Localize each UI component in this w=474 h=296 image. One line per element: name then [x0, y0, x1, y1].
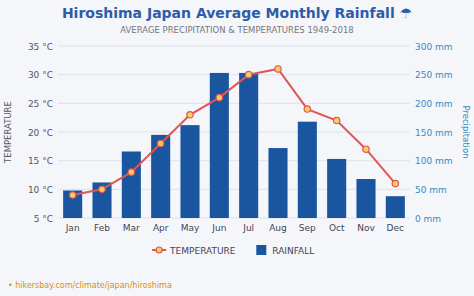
y2-tick-label: 250 mm	[415, 70, 453, 80]
x-tick-label: Apr	[153, 223, 169, 233]
legend-swatch	[156, 247, 162, 253]
marker	[69, 192, 75, 198]
x-tick-label: Nov	[357, 223, 375, 233]
x-tick-label: Aug	[269, 223, 287, 233]
subtitle: AVERAGE PRECIPITATION & TEMPERATURES 194…	[120, 25, 354, 35]
y2-tick-label: 300 mm	[415, 42, 453, 52]
y-tick-label: 35 °C	[28, 42, 53, 52]
annotation: • hikersbay.com/climate/japan/hiroshima	[8, 281, 172, 290]
x-tick-label: Jan	[65, 223, 80, 233]
legend-label: TEMPERATURE	[169, 246, 236, 256]
y2-tick-label: 50 mm	[415, 185, 447, 195]
line	[73, 69, 396, 195]
y-tick-label: 20 °C	[28, 128, 53, 138]
marker	[216, 94, 222, 100]
y2-tick-label: 200 mm	[415, 99, 453, 109]
grid-line	[58, 103, 410, 104]
x-tick-label: Mar	[123, 223, 140, 233]
legend-label: RAINFALL	[272, 246, 314, 256]
marker	[333, 117, 339, 123]
x-tick-label: Feb	[94, 223, 110, 233]
bar	[151, 135, 170, 218]
y2-tick-label: 0 mm	[415, 214, 441, 224]
y-tick-label: 30 °C	[28, 70, 53, 80]
bar	[210, 73, 229, 218]
marker	[304, 106, 310, 112]
bar	[92, 182, 111, 218]
marker	[275, 66, 281, 72]
legend: TEMPERATURE RAINFALL	[152, 245, 314, 256]
y-tick-label: 25 °C	[28, 99, 53, 109]
grid-line	[58, 46, 410, 47]
x-tick-label: Sep	[299, 223, 316, 233]
bar	[180, 125, 199, 218]
y2-tick-label: 100 mm	[415, 156, 453, 166]
x-tick-label: Jun	[211, 223, 226, 233]
marker	[245, 71, 251, 77]
marker	[99, 186, 105, 192]
bar	[386, 196, 405, 218]
y-axis-label: TEMPERATURE	[3, 101, 13, 164]
y-tick-label: 5 °C	[34, 214, 53, 224]
x-tick-label: May	[181, 223, 200, 233]
legend-swatch	[256, 245, 266, 255]
plot-area	[63, 66, 405, 218]
grid-line	[58, 132, 410, 133]
marker	[157, 140, 163, 146]
x-tick-label: Jul	[242, 223, 254, 233]
bar	[122, 151, 141, 218]
grid	[58, 46, 410, 218]
y-tick-label: 10 °C	[28, 185, 53, 195]
marker	[187, 112, 193, 118]
bar	[268, 148, 287, 218]
x-tick-label: Dec	[387, 223, 404, 233]
chart: Hiroshima Japan Average Monthly Rainfall…	[0, 0, 474, 296]
title: Hiroshima Japan Average Monthly Rainfall…	[62, 5, 412, 21]
marker	[392, 180, 398, 186]
y2-axis-label: Precipitation	[461, 105, 471, 158]
y-tick-label: 15 °C	[28, 156, 53, 166]
bar	[327, 159, 346, 218]
marker	[128, 169, 134, 175]
grid-line	[58, 160, 410, 161]
bar	[239, 73, 258, 218]
y2-tick-label: 150 mm	[415, 128, 453, 138]
marker	[363, 146, 369, 152]
grid-line	[58, 74, 410, 75]
x-tick-label: Oct	[329, 223, 345, 233]
bar	[356, 179, 375, 218]
bar	[298, 122, 317, 218]
